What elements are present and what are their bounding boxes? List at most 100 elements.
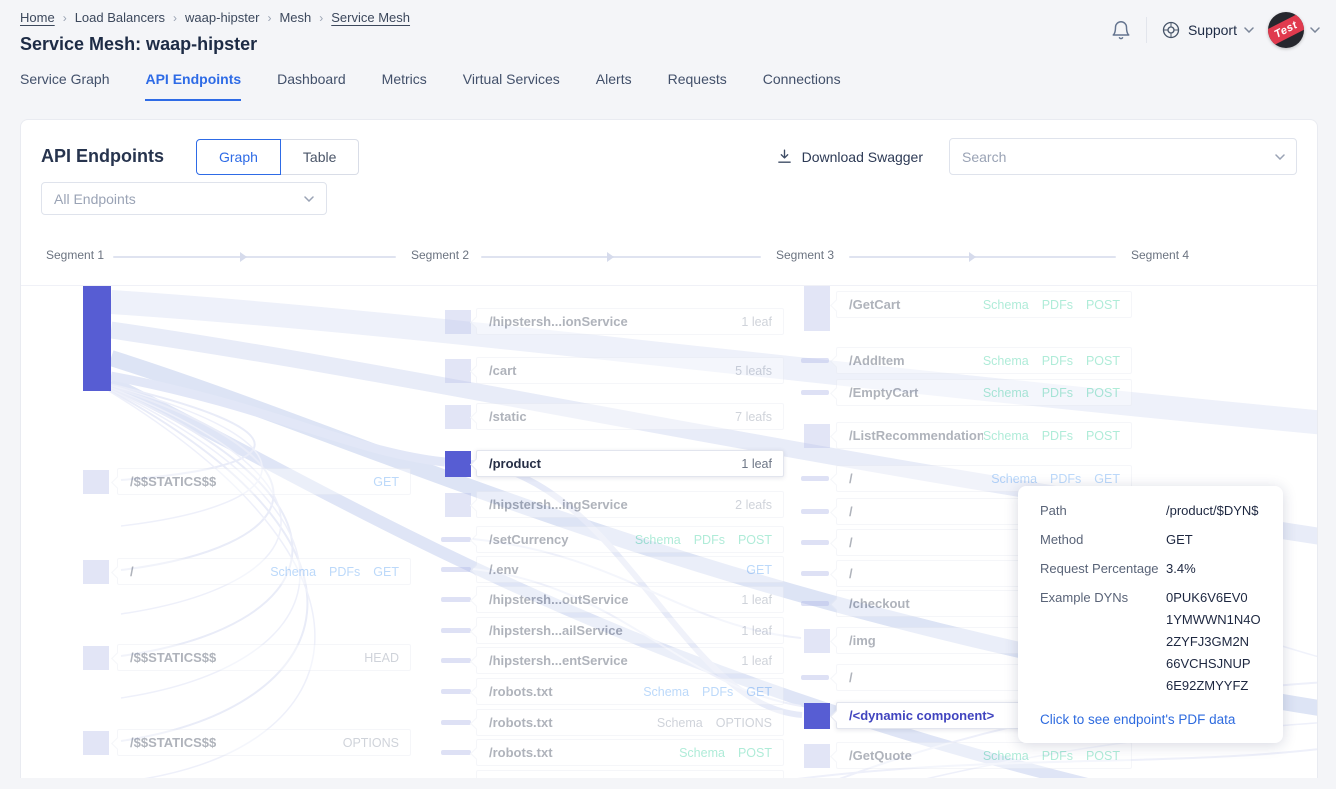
endpoint-box[interactable]: /.env GET <box>476 556 784 583</box>
support-menu[interactable]: Support <box>1161 20 1254 40</box>
endpoint-box[interactable]: /hipstersh...outService 1 leaf <box>476 586 784 613</box>
breadcrumb-item-service-mesh[interactable]: Service Mesh <box>331 10 411 25</box>
badge-link-schema[interactable]: Schema <box>679 745 725 760</box>
flow-node[interactable] <box>441 750 471 755</box>
endpoint-box[interactable]: /cart 5 leafs <box>476 357 784 384</box>
download-swagger-button[interactable]: Download Swagger <box>776 148 923 165</box>
endpoint-box[interactable]: /EmptyCart Schema PDFs POST <box>836 379 1132 406</box>
breadcrumb-item-home[interactable]: Home <box>20 10 55 25</box>
endpoint-box[interactable]: /AddItem Schema PDFs POST <box>836 347 1132 374</box>
breadcrumb-item-waap-hipster[interactable]: waap-hipster <box>185 10 260 25</box>
tab-dashboard[interactable]: Dashboard <box>277 71 346 87</box>
flow-node[interactable] <box>445 405 471 429</box>
badge-link-pdfs[interactable]: PDFs <box>1041 353 1073 368</box>
table-view-button[interactable]: Table <box>280 138 360 175</box>
badge-link-schema[interactable]: Schema <box>982 385 1029 400</box>
endpoint-box[interactable]: /setCurrency Schema PDFs POST <box>476 526 784 553</box>
badge-link-schema[interactable]: Schema <box>656 715 703 730</box>
tooltip-pdf-link[interactable]: Click to see endpoint's PDF data <box>1040 712 1236 727</box>
flow-node[interactable] <box>801 390 829 395</box>
endpoint-box[interactable]: /hipstersh...entService 1 leaf <box>476 647 784 674</box>
flow-node[interactable] <box>804 703 830 729</box>
endpoint-box[interactable]: /hipstersh...ailService 1 leaf <box>476 617 784 644</box>
badge-link-pdfs[interactable]: PDFs <box>1041 428 1073 443</box>
flow-node[interactable] <box>441 597 471 602</box>
tab-alerts[interactable]: Alerts <box>595 71 632 87</box>
endpoint-box[interactable]: /$$STATICS$$ HEAD <box>117 644 411 671</box>
badge-link-schema[interactable]: Schema <box>982 748 1029 763</box>
tab-connections[interactable]: Connections <box>762 71 841 87</box>
flow-node[interactable] <box>441 628 471 633</box>
flow-node[interactable] <box>83 731 109 755</box>
search-input[interactable] <box>949 138 1297 175</box>
flow-node[interactable] <box>801 675 829 680</box>
endpoint-box[interactable]: /GetQuote Schema PDFs POST <box>836 742 1132 769</box>
notifications-bell-icon[interactable] <box>1110 18 1132 42</box>
flow-node[interactable] <box>801 540 829 545</box>
flow-node[interactable] <box>801 509 829 514</box>
badge-link-pdfs[interactable]: PDFs <box>1041 385 1073 400</box>
flow-node[interactable] <box>801 601 829 606</box>
flow-node[interactable] <box>83 560 109 584</box>
endpoint-box[interactable]: /robots.txt Schema POST <box>476 739 784 766</box>
endpoints-filter-select[interactable]: All Endpoints <box>41 182 327 215</box>
flow-node[interactable] <box>441 567 471 572</box>
flow-node[interactable] <box>441 720 471 725</box>
endpoint-box[interactable]: /hipstersh...ingService 2 leafs <box>476 491 784 518</box>
graph-view-button[interactable]: Graph <box>196 138 281 175</box>
endpoint-box[interactable]: /robots.txt Schema PDFs GET <box>476 678 784 705</box>
tab-metrics[interactable]: Metrics <box>381 71 427 87</box>
flow-node[interactable] <box>804 629 830 653</box>
flow-node[interactable] <box>804 744 830 768</box>
endpoint-box[interactable]: /GetCart Schema PDFs POST <box>836 291 1132 318</box>
badge-link-pdfs[interactable]: PDFs <box>1041 297 1073 312</box>
endpoint-row-static: /static 7 leafs <box>21 403 1317 430</box>
tab-requests[interactable]: Requests <box>667 71 727 87</box>
tab-service-graph[interactable]: Service Graph <box>20 71 110 87</box>
badge-link-schema[interactable]: Schema <box>991 471 1038 486</box>
endpoint-box[interactable]: /robots.txt Schema OPTIONS <box>476 709 784 736</box>
flow-node[interactable] <box>441 689 471 694</box>
tab-bar: Service Graph API Endpoints Dashboard Metri… <box>0 71 1336 101</box>
badge-link-schema[interactable]: Schema <box>982 428 1029 443</box>
badge-link-schema[interactable]: Schema <box>657 777 703 779</box>
endpoint-box[interactable]: /$$STATICS$$ GET <box>117 468 411 495</box>
badge-link-schema[interactable]: Schema <box>634 532 681 547</box>
breadcrumb-item-load-balancers[interactable]: Load Balancers <box>74 10 166 25</box>
badge-link-pdfs[interactable]: PDFs <box>1050 471 1082 486</box>
badge-link-schema[interactable]: Schema <box>982 353 1029 368</box>
tab-virtual-services[interactable]: Virtual Services <box>462 71 560 87</box>
flow-node[interactable] <box>445 310 471 334</box>
badge-head: HEAD <box>364 650 399 665</box>
endpoint-box[interactable]: /$$STATICS$$ OPTIONS <box>117 729 411 756</box>
endpoint-box[interactable]: /product 1 leaf <box>476 450 784 477</box>
flow-node[interactable] <box>804 424 830 448</box>
flow-node[interactable] <box>445 451 471 477</box>
flow-node[interactable] <box>441 658 471 663</box>
endpoint-box[interactable]: /static 7 leafs <box>476 403 784 430</box>
account-menu[interactable]: Test <box>1268 12 1320 48</box>
endpoint-box[interactable]: / Schema PDFs GET <box>117 558 411 585</box>
badge-link-schema[interactable]: Schema <box>270 564 317 579</box>
flow-node[interactable] <box>801 476 829 481</box>
root-traffic-node[interactable] <box>83 286 111 391</box>
flow-node[interactable] <box>445 359 471 383</box>
badge-link-pdfs[interactable]: PDFs <box>693 532 725 547</box>
flow-node[interactable] <box>801 571 829 576</box>
badge-link-pdfs[interactable]: PDFs <box>1041 748 1073 763</box>
flow-node[interactable] <box>445 493 471 517</box>
badge-link-pdfs[interactable]: PDFs <box>329 564 361 579</box>
flow-node[interactable] <box>441 537 471 542</box>
badge-link-pdfs[interactable]: PDFs <box>702 684 734 699</box>
tab-api-endpoints[interactable]: API Endpoints <box>145 71 242 101</box>
flow-node[interactable] <box>83 470 109 494</box>
flow-node[interactable] <box>801 358 829 363</box>
endpoint-box[interactable]: /ListRecommendations Schema PDFs POST <box>836 422 1132 449</box>
breadcrumb-item-mesh[interactable]: Mesh <box>279 10 312 25</box>
flow-node[interactable] <box>804 286 830 331</box>
badge-link-schema[interactable]: Schema <box>643 684 690 699</box>
badge-link-schema[interactable]: Schema <box>982 297 1029 312</box>
flow-node[interactable] <box>83 646 109 670</box>
endpoint-box[interactable]: /hipstersh...ionService 1 leaf <box>476 308 784 335</box>
